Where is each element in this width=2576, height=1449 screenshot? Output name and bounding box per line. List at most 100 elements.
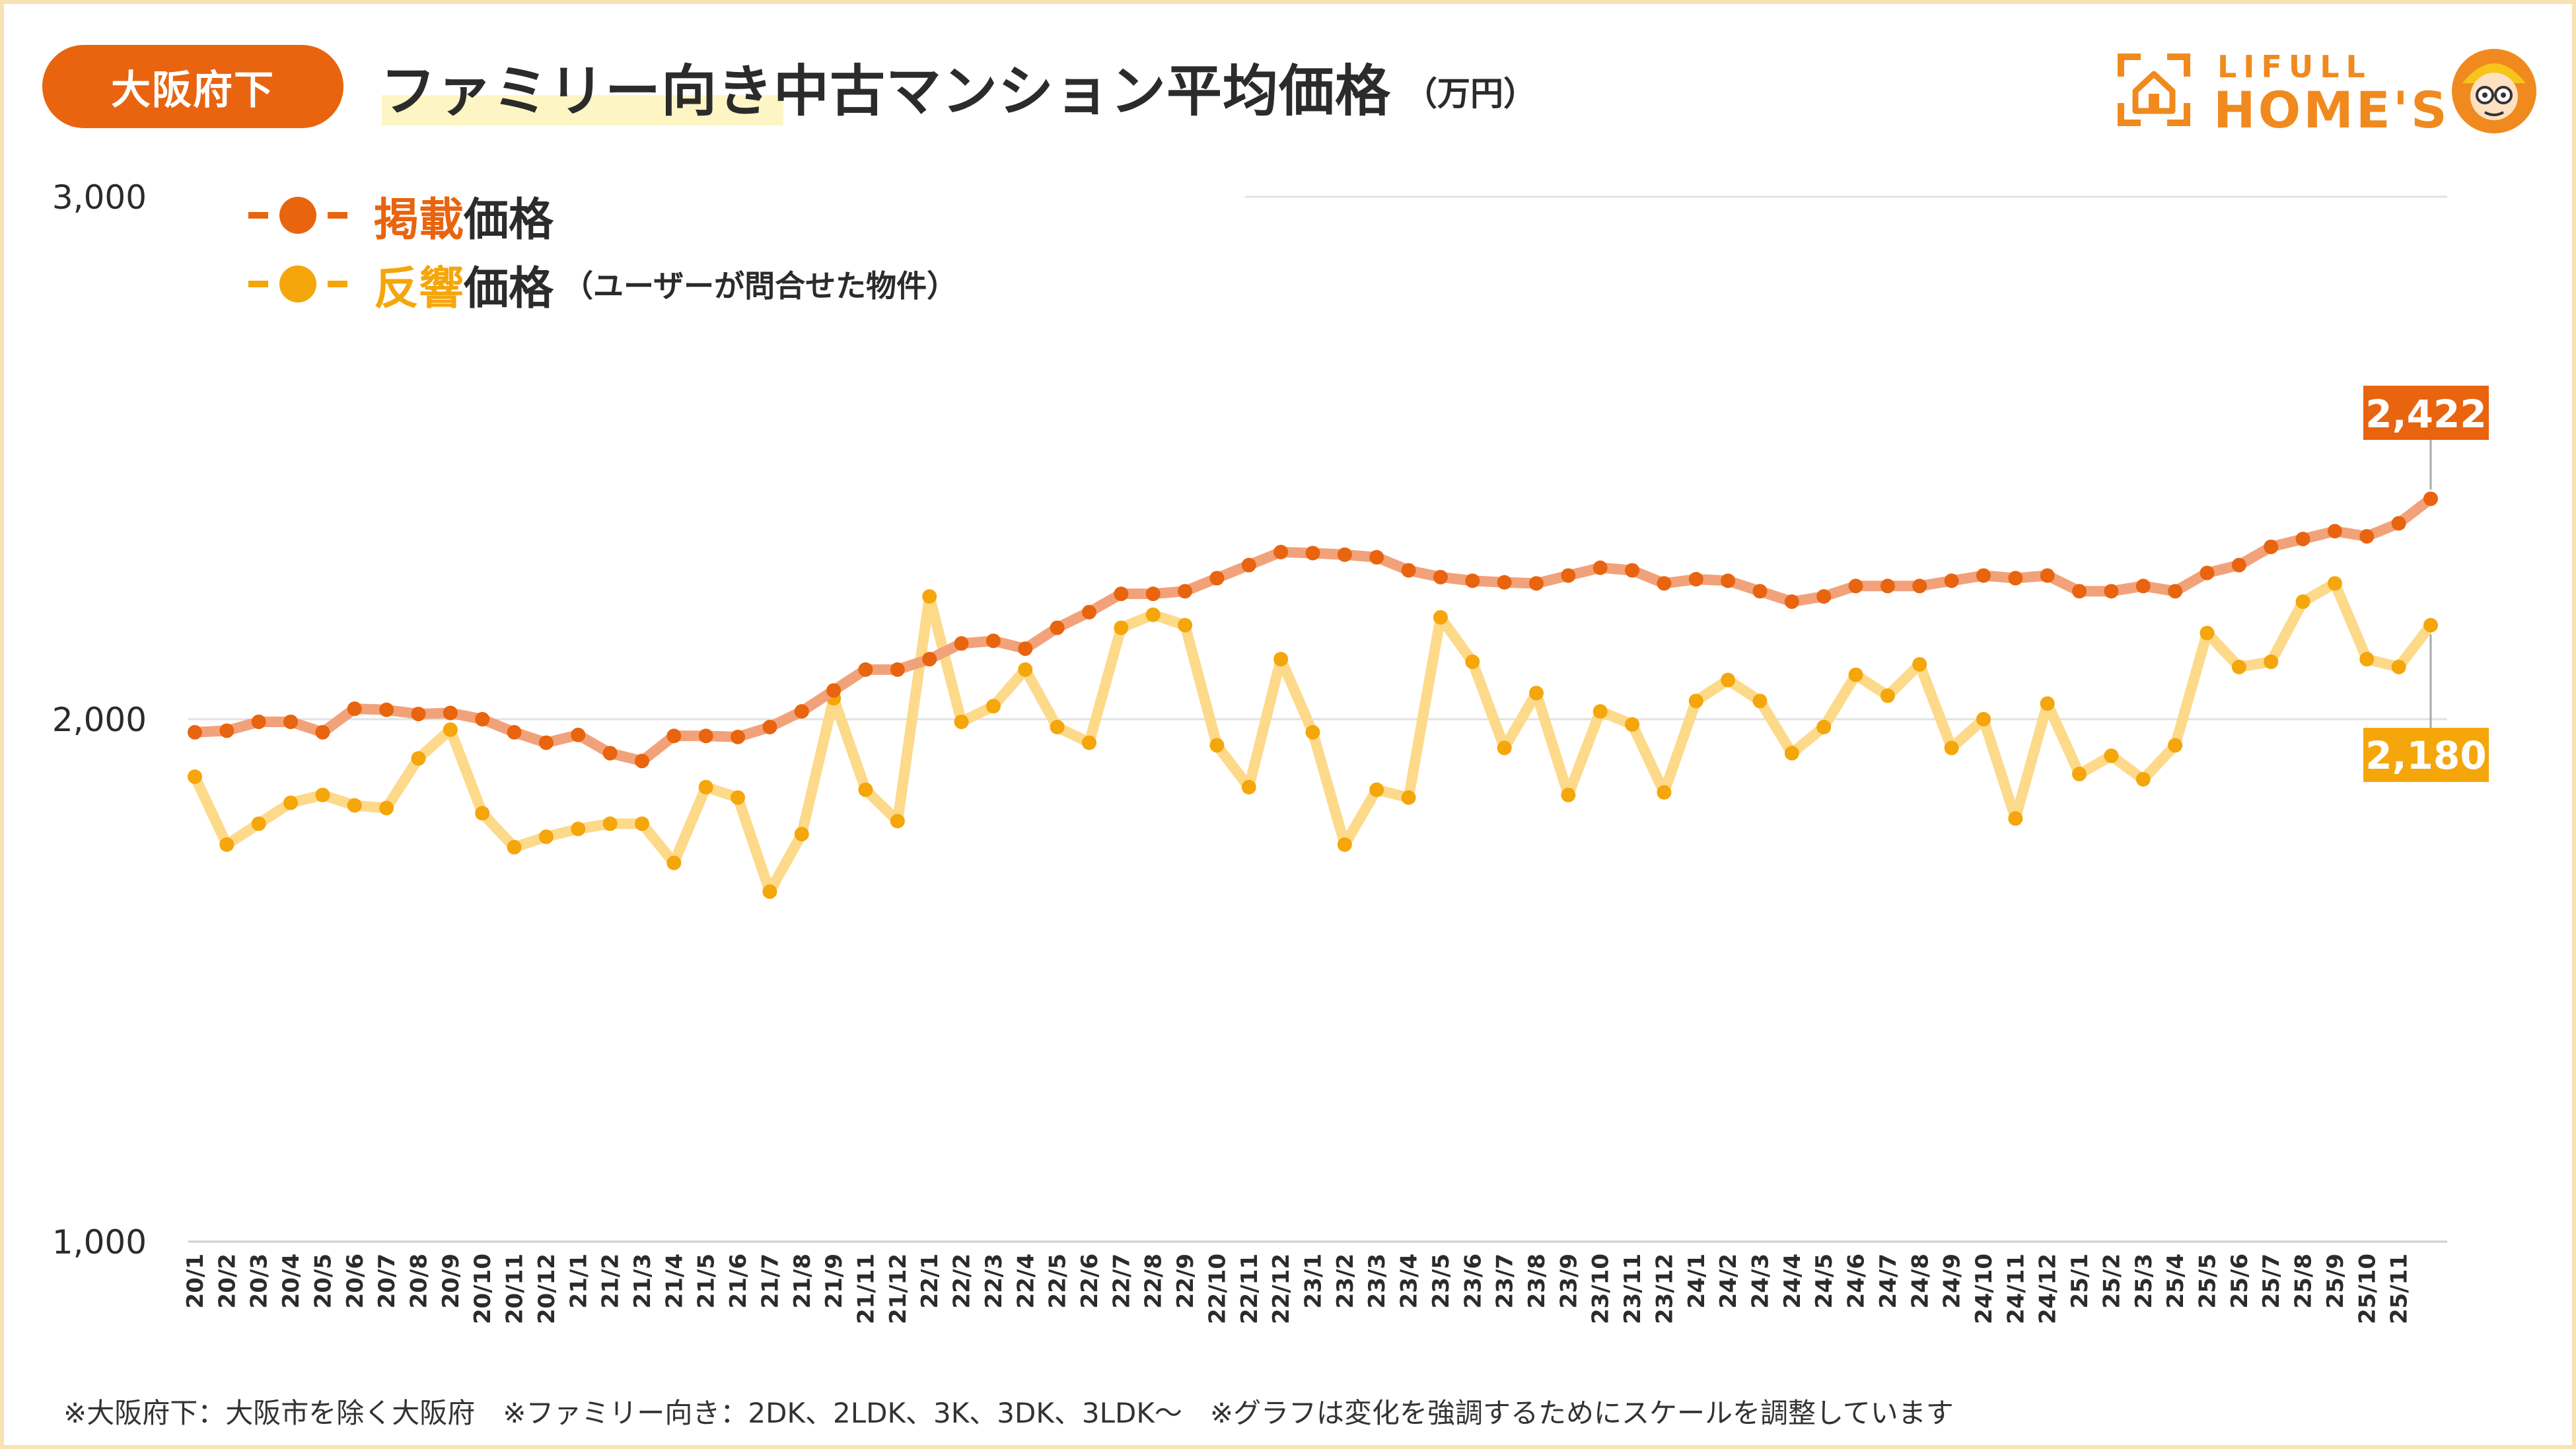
footnote: ※大阪府下：大阪市を除く大阪府 ※ファミリー向き：2DK、2LDK、3K、3DK… <box>63 1397 1954 1429</box>
data-point-listing <box>890 662 905 677</box>
data-point-listing <box>315 725 330 740</box>
x-tick-label: 24/2 <box>1715 1254 1742 1308</box>
legend-label-listing-rest: 価格 <box>464 194 554 246</box>
data-point-inquiry <box>1688 693 1703 709</box>
legend-label-inquiry: 反響価格 <box>374 252 554 317</box>
data-point-listing <box>1433 569 1448 584</box>
x-tick-label: 25/3 <box>2131 1254 2157 1308</box>
x-tick-label: 21/2 <box>598 1254 624 1308</box>
data-point-listing <box>2168 584 2183 599</box>
x-tick-label: 24/4 <box>1779 1254 1806 1308</box>
x-tick-label: 22/7 <box>1108 1254 1135 1308</box>
data-point-inquiry <box>858 782 873 797</box>
data-point-listing <box>1497 575 1512 590</box>
data-point-inquiry <box>1784 746 1799 761</box>
data-point-listing <box>1592 560 1608 575</box>
data-point-inquiry <box>2072 767 2087 782</box>
data-point-listing <box>698 728 713 744</box>
brand-logo: LIFULL HOME'S <box>2114 44 2550 143</box>
data-point-listing <box>1880 579 1895 594</box>
data-point-listing <box>2295 532 2310 547</box>
data-point-listing <box>2231 557 2246 573</box>
data-point-listing <box>443 705 458 721</box>
x-tick-label: 25/4 <box>2163 1254 2189 1308</box>
x-tick-label: 20/6 <box>342 1254 369 1308</box>
data-point-listing <box>475 712 490 726</box>
x-tick-label: 23/8 <box>1524 1254 1550 1308</box>
x-tick-label: 20/1 <box>182 1254 209 1308</box>
data-point-inquiry <box>1592 704 1608 719</box>
data-point-listing <box>188 725 202 740</box>
data-point-inquiry <box>602 816 618 831</box>
data-point-inquiry <box>1018 662 1033 677</box>
end-label-inquiry: 2,180 <box>2365 733 2486 778</box>
x-tick-label: 20/8 <box>406 1254 433 1308</box>
y-tick-label: 1,000 <box>52 1223 147 1261</box>
data-point-inquiry <box>794 827 809 842</box>
end-label-box-listing <box>2363 386 2489 440</box>
data-point-inquiry <box>411 751 426 766</box>
data-point-listing <box>2327 524 2342 539</box>
data-point-inquiry <box>2168 738 2183 753</box>
x-tick-label: 24/1 <box>1684 1254 1710 1308</box>
data-point-inquiry <box>954 714 969 729</box>
data-point-inquiry <box>315 787 330 802</box>
x-tick-label: 22/9 <box>1172 1254 1199 1308</box>
data-point-listing <box>2072 584 2087 599</box>
x-tick-label: 20/10 <box>470 1254 496 1324</box>
data-point-inquiry <box>2040 696 2055 711</box>
x-tick-label: 23/5 <box>1428 1254 1454 1308</box>
data-point-inquiry <box>2200 625 2215 641</box>
data-point-inquiry <box>2295 594 2310 610</box>
data-point-listing <box>1816 589 1832 604</box>
x-tick-label: 22/6 <box>1077 1254 1103 1308</box>
x-tick-label: 25/2 <box>2098 1254 2125 1308</box>
x-tick-label: 21/6 <box>725 1254 752 1308</box>
x-tick-label: 22/11 <box>1236 1254 1263 1324</box>
data-point-listing <box>1848 579 1863 594</box>
data-point-listing <box>1178 584 1193 599</box>
legend-item-listing: 掲載価格 <box>248 182 554 248</box>
x-tick-label: 24/11 <box>2003 1254 2029 1324</box>
data-point-listing <box>347 701 362 717</box>
x-tick-label: 24/5 <box>1811 1254 1838 1308</box>
data-point-listing <box>1018 641 1033 656</box>
x-tick-label: 20/4 <box>278 1254 304 1308</box>
data-point-inquiry <box>2391 659 2406 674</box>
data-point-listing <box>1465 573 1480 588</box>
data-point-inquiry <box>2423 618 2438 633</box>
data-point-inquiry <box>1816 719 1832 734</box>
end-label-listing: 2,422 <box>2365 392 2486 437</box>
data-point-inquiry <box>538 829 554 844</box>
x-tick-label: 20/3 <box>246 1254 273 1308</box>
data-point-listing <box>1657 576 1672 591</box>
data-point-inquiry <box>2104 748 2119 763</box>
data-point-listing <box>1209 571 1225 586</box>
x-tick-label: 23/4 <box>1396 1254 1423 1308</box>
x-tick-label: 22/8 <box>1141 1254 1167 1308</box>
data-point-listing <box>1944 573 1959 588</box>
data-point-listing <box>2135 579 2151 594</box>
x-tick-label: 24/12 <box>2035 1254 2061 1324</box>
data-point-listing <box>1688 572 1703 587</box>
data-point-inquiry <box>1625 717 1640 732</box>
data-point-inquiry <box>2264 654 2279 669</box>
data-point-inquiry <box>475 806 490 821</box>
logo-text-top: LIFULL <box>2217 49 2372 85</box>
legend-note-inquiry: （ユーザーが問合せた物件） <box>563 268 958 304</box>
data-point-inquiry <box>188 769 202 785</box>
data-point-listing <box>666 728 682 744</box>
data-point-inquiry <box>731 790 746 805</box>
data-point-listing <box>1114 586 1129 602</box>
data-point-inquiry <box>762 884 777 900</box>
x-tick-label: 23/1 <box>1301 1254 1327 1308</box>
x-tick-label: 21/1 <box>565 1254 592 1308</box>
data-point-inquiry <box>347 798 362 813</box>
x-tick-label: 21/4 <box>661 1254 688 1308</box>
data-point-listing <box>507 725 522 740</box>
x-tick-label: 20/9 <box>438 1254 464 1308</box>
x-tick-label: 25/5 <box>2195 1254 2221 1308</box>
data-point-inquiry <box>1369 782 1384 797</box>
mascot-icon <box>2452 49 2536 133</box>
x-tick-label: 23/2 <box>1332 1254 1359 1308</box>
